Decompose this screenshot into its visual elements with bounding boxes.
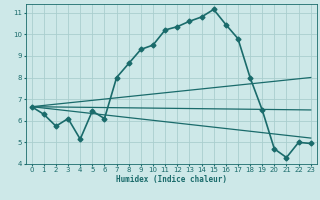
X-axis label: Humidex (Indice chaleur): Humidex (Indice chaleur) (116, 175, 227, 184)
